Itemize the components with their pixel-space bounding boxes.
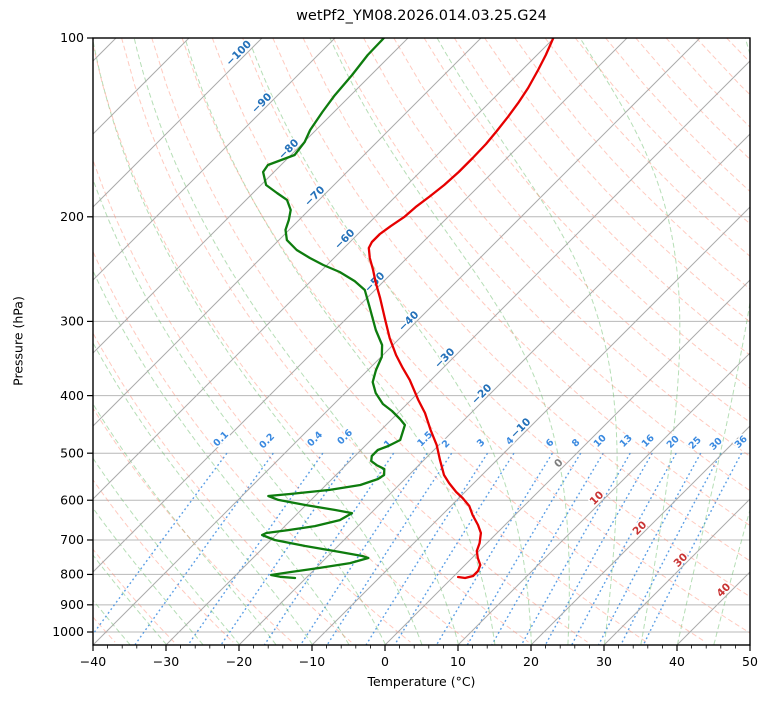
svg-text:−30: −30 (432, 346, 457, 371)
plot-border (92, 37, 751, 646)
svg-text:3: 3 (475, 437, 487, 449)
pressure-gridlines (93, 216, 750, 633)
svg-text:0.6: 0.6 (335, 427, 355, 447)
svg-text:300: 300 (60, 314, 84, 329)
svg-text:700: 700 (60, 532, 84, 547)
temperature-curve (367, 38, 555, 580)
svg-text:800: 800 (60, 567, 84, 582)
svg-text:10: 10 (450, 654, 466, 669)
svg-text:0.2: 0.2 (257, 431, 277, 451)
svg-text:2: 2 (440, 438, 452, 450)
svg-text:−40: −40 (80, 654, 106, 669)
svg-text:13: 13 (618, 433, 635, 450)
svg-text:20: 20 (630, 519, 649, 538)
svg-text:1000: 1000 (52, 624, 84, 639)
moist-adiabats (93, 38, 750, 645)
svg-text:25: 25 (687, 435, 704, 452)
svg-text:−70: −70 (302, 184, 327, 209)
svg-text:0: 0 (552, 457, 566, 471)
svg-text:8: 8 (570, 437, 583, 450)
svg-text:0.1: 0.1 (211, 429, 231, 449)
svg-text:10: 10 (592, 432, 609, 449)
svg-text:−10: −10 (508, 416, 533, 441)
svg-text:20: 20 (523, 654, 539, 669)
svg-text:50: 50 (742, 654, 758, 669)
dewpoint-curve (260, 38, 407, 580)
svg-text:500: 500 (60, 445, 84, 460)
svg-text:600: 600 (60, 492, 84, 507)
svg-text:30: 30 (596, 654, 612, 669)
svg-text:10: 10 (587, 489, 606, 508)
x-axis-label: Temperature (°C) (367, 674, 476, 689)
svg-text:100: 100 (60, 30, 84, 45)
svg-text:200: 200 (60, 209, 84, 224)
svg-text:30: 30 (708, 435, 725, 452)
svg-text:30: 30 (671, 551, 690, 570)
svg-text:−30: −30 (153, 654, 179, 669)
dry-adiabats (93, 38, 750, 643)
sounding-curves (260, 38, 555, 580)
svg-text:40: 40 (669, 654, 685, 669)
y-axis-label: Pressure (hPa) (10, 296, 26, 386)
svg-text:0: 0 (381, 654, 389, 669)
svg-text:−10: −10 (299, 654, 325, 669)
chart-title: wetPf2_YM08.2026.014.03.25.G24 (296, 8, 547, 24)
svg-text:−90: −90 (249, 91, 274, 116)
svg-text:−60: −60 (332, 227, 357, 252)
svg-text:−20: −20 (469, 382, 494, 407)
svg-text:6: 6 (544, 437, 557, 450)
svg-text:400: 400 (60, 388, 84, 403)
svg-text:900: 900 (60, 597, 84, 612)
svg-text:36: 36 (733, 433, 750, 450)
svg-text:−20: −20 (226, 654, 252, 669)
